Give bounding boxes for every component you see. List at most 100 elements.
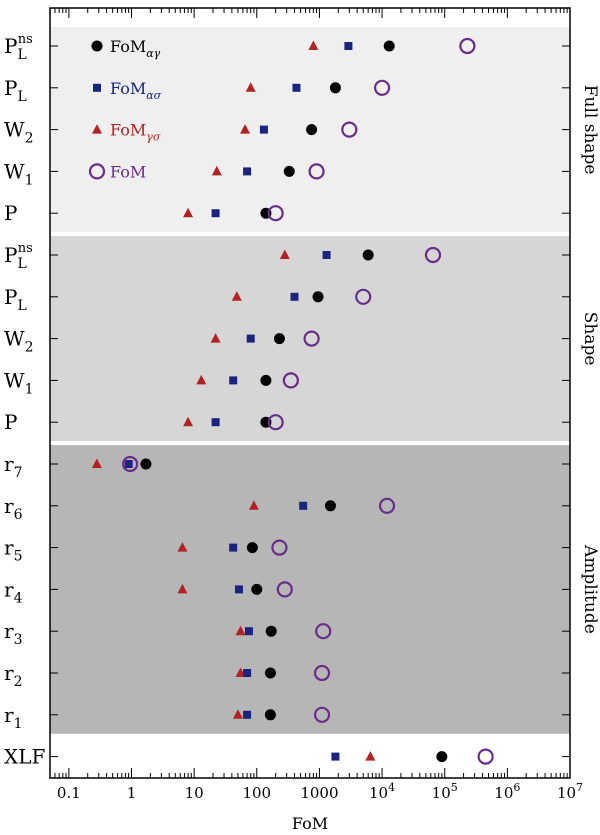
point-0-7: [273, 333, 285, 345]
legend-label-2: FoMγσ: [110, 121, 161, 144]
axes: 0.1 1 10 100 1000 104 105 106 107: [49, 7, 583, 802]
point-1-10: [124, 460, 133, 468]
point-2-10: [91, 458, 102, 468]
group-bands: [50, 27, 570, 734]
point-2-7: [210, 333, 221, 343]
point-3-7: [303, 330, 320, 347]
legend-label-1: FoMασ: [110, 79, 162, 102]
point-3-4: [267, 205, 284, 222]
point-1-5: [322, 251, 331, 259]
point-3-1: [373, 79, 391, 96]
point-1-15: [243, 669, 252, 677]
point-1-0: [344, 42, 353, 50]
legend-marker-1: [93, 83, 101, 92]
point-2-1: [245, 82, 256, 92]
point-2-12: [177, 542, 188, 552]
x-tick-label: 104: [369, 781, 395, 802]
group-label-1: Shape: [580, 312, 600, 366]
x-tick-label: 0.1: [57, 784, 81, 802]
row-label-9: P: [4, 410, 17, 434]
x-tick-label: 106: [494, 781, 520, 802]
point-0-5: [362, 249, 374, 261]
row-label-7: W2: [4, 327, 33, 356]
x-tick-label: 107: [557, 781, 583, 802]
point-3-6: [355, 288, 372, 305]
point-1-9: [211, 418, 220, 427]
point-3-0: [459, 37, 476, 55]
legend-marker-3: [88, 163, 106, 180]
x-tick-label: 1000: [300, 784, 338, 802]
point-1-16: [243, 710, 252, 719]
point-2-13: [177, 583, 188, 594]
point-2-6: [231, 291, 242, 301]
point-2-17: [365, 751, 376, 761]
point-3-13: [276, 581, 293, 598]
group-labels: Full shape Shape Amplitude: [580, 85, 600, 634]
point-1-4: [211, 209, 220, 218]
point-0-12: [246, 542, 258, 554]
point-0-11: [324, 500, 336, 512]
band-2: [50, 445, 570, 734]
point-0-6: [312, 291, 324, 303]
point-1-1: [292, 83, 301, 92]
point-0-15: [264, 667, 276, 679]
point-0-10: [140, 458, 152, 470]
point-0-3: [283, 165, 295, 177]
group-label-0: Full shape: [580, 85, 600, 175]
x-tick-label: 105: [432, 781, 458, 802]
point-3-11: [378, 497, 396, 514]
point-2-14: [235, 625, 246, 636]
point-1-11: [299, 501, 308, 510]
point-0-14: [265, 625, 277, 637]
point-0-13: [251, 583, 263, 595]
x-axis-label: FoM: [292, 814, 328, 833]
point-0-0: [383, 40, 395, 52]
point-0-16: [264, 709, 276, 721]
row-label-12: r5: [4, 536, 22, 565]
point-0-17: [436, 751, 448, 763]
point-1-14: [244, 627, 253, 636]
point-2-11: [248, 500, 259, 510]
legend: FoMαγ FoMασ FoMγσ FoM: [88, 37, 162, 181]
legend-marker-0: [91, 40, 103, 52]
point-3-5: [424, 246, 442, 264]
point-2-0: [308, 40, 319, 50]
row-label-6: PL: [4, 285, 27, 314]
point-1-17: [331, 752, 340, 761]
point-1-3: [243, 167, 252, 176]
point-3-2: [341, 121, 358, 138]
point-2-5: [279, 249, 290, 259]
row-label-5: PLns: [4, 241, 33, 272]
row-label-10: r7: [4, 452, 22, 481]
row-label-16: r1: [4, 703, 22, 732]
x-tick-label: 1: [127, 784, 137, 802]
row-label-17: XLF: [4, 745, 46, 769]
point-1-12: [229, 543, 238, 552]
x-tick-label: 100: [242, 784, 271, 802]
point-1-7: [246, 334, 255, 343]
point-3-15: [313, 664, 331, 682]
point-2-16: [232, 709, 243, 719]
point-0-2: [306, 124, 318, 136]
point-2-3: [211, 165, 222, 176]
point-1-8: [229, 376, 238, 385]
legend-marker-2: [92, 124, 102, 134]
point-0-1: [329, 82, 341, 94]
point-3-14: [315, 623, 332, 640]
row-label-13: r4: [4, 577, 23, 606]
row-label-1: PL: [4, 76, 27, 105]
row-label-3: W1: [4, 159, 33, 188]
row-label-11: r6: [4, 494, 23, 523]
row-label-15: r2: [4, 661, 22, 690]
point-2-2: [240, 124, 251, 134]
point-3-17: [477, 748, 494, 765]
point-1-6: [290, 292, 299, 301]
x-tick-label: 10: [185, 784, 204, 802]
point-2-8: [196, 374, 207, 385]
point-1-13: [234, 585, 243, 594]
point-3-12: [271, 539, 288, 556]
point-3-3: [308, 163, 325, 180]
point-2-4: [183, 207, 194, 218]
point-2-15: [235, 667, 246, 677]
